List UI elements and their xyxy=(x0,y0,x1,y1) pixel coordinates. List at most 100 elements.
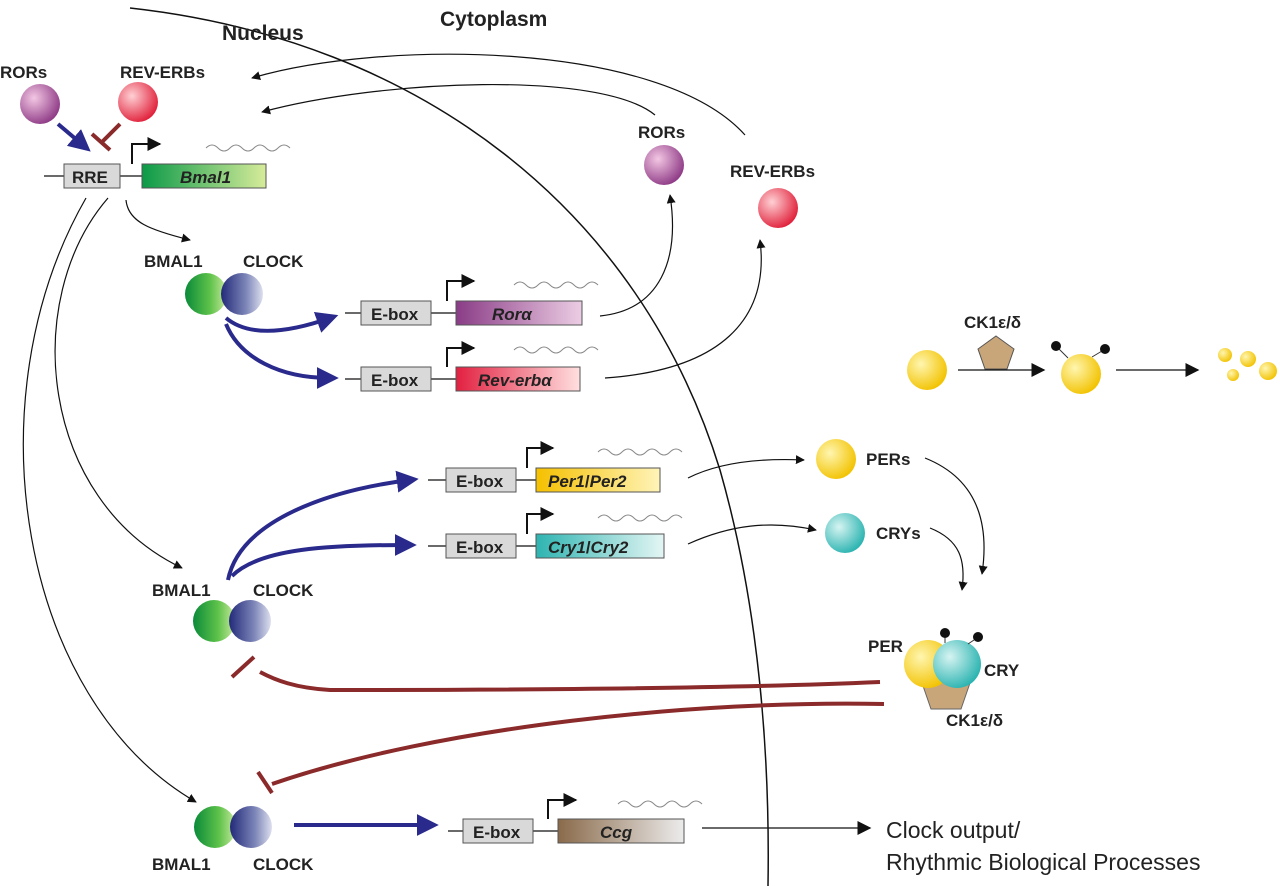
phospho-stick-1 xyxy=(1057,347,1069,359)
clock-c-label: CLOCK xyxy=(253,855,314,874)
clock-b-protein xyxy=(229,600,271,642)
complex-repression-line-2 xyxy=(271,701,885,786)
ebox-per-box xyxy=(445,467,517,493)
ccg-gene-box xyxy=(557,818,685,844)
reverbs-repression-bar xyxy=(90,122,122,152)
ebox-ccg-label: E-box xyxy=(473,823,521,842)
cry-complex-label: CRY xyxy=(984,661,1020,680)
ebox-ccg-box xyxy=(462,818,534,844)
bmal1-b-protein xyxy=(193,600,235,642)
bmal1-gene-box xyxy=(141,163,267,189)
cry-gene-box xyxy=(535,533,665,559)
ccg-gene-label: Ccg xyxy=(600,823,633,842)
bmal1-translation-arrow-2 xyxy=(54,197,183,569)
degraded-fragment-3 xyxy=(1227,369,1239,381)
activation-arrow-reverba xyxy=(224,323,339,389)
complex-repression-bar-2 xyxy=(256,770,274,795)
nuclear-membrane xyxy=(129,7,769,886)
reverbs-nucleus-protein xyxy=(118,82,158,122)
complex-phosphate-1 xyxy=(940,628,950,638)
bmal1-c-protein xyxy=(194,806,236,848)
reverbs-cytoplasm-protein xyxy=(758,188,798,228)
ebox-cry-label: E-box xyxy=(456,538,504,557)
complex-repression-line-1 xyxy=(259,670,881,693)
per-to-pers-arrow xyxy=(687,455,805,479)
bmal1-translation-arrow-3 xyxy=(22,197,197,803)
cry-to-crys-arrow xyxy=(687,523,817,545)
rors-cytoplasm-protein xyxy=(644,145,684,185)
bmal1-b-label: BMAL1 xyxy=(152,581,211,600)
rora-tss-arrow xyxy=(446,274,476,301)
reverba-gene-box xyxy=(455,366,581,392)
cry-gene-label: Cry1/Cry2 xyxy=(548,538,629,557)
nucleus-label: Nucleus xyxy=(222,22,304,45)
pers-to-complex-arrow xyxy=(924,457,988,575)
bmal1-mrna-wave xyxy=(205,144,291,152)
reverbs-nucleus-label: REV-ERBs xyxy=(120,63,205,82)
crys-label: CRYs xyxy=(876,524,921,543)
cry-mrna-wave xyxy=(597,514,683,522)
per-mrna-wave xyxy=(597,448,683,456)
activation-arrow-per xyxy=(226,470,419,581)
rora-to-rors-arrow xyxy=(599,194,676,317)
clock-output-line2: Rhythmic Biological Processes xyxy=(886,849,1200,875)
bmal1-c-label: BMAL1 xyxy=(152,855,211,874)
per-phosphorylated xyxy=(1061,354,1101,394)
bmal1-tss-arrow xyxy=(131,137,162,164)
complex-phospho-stick-2 xyxy=(967,639,975,645)
rora-gene-box xyxy=(455,300,583,326)
rora-mrna-wave xyxy=(513,281,599,289)
per-gene-box xyxy=(535,467,661,493)
per-complex-label: PER xyxy=(868,637,903,656)
crys-protein xyxy=(825,513,865,553)
bmal1-gene-label: Bmal1 xyxy=(180,168,231,187)
ccg-tss-arrow xyxy=(547,793,578,819)
reverba-tss-arrow xyxy=(446,341,476,367)
per-gene-label: Per1/Per2 xyxy=(548,472,627,491)
clock-a-label: CLOCK xyxy=(243,252,304,271)
ccg-mrna-wave xyxy=(617,800,703,808)
cytoplasm-label: Cytoplasm xyxy=(440,8,547,31)
rors-activation-arrow xyxy=(56,122,91,152)
degraded-fragment-1 xyxy=(1218,348,1232,362)
ebox-rora-box xyxy=(360,300,432,326)
per-unphosphorylated xyxy=(907,350,947,390)
degraded-fragment-2 xyxy=(1240,351,1256,367)
activation-arrow-rora xyxy=(224,311,339,333)
rors-nucleus-protein xyxy=(20,84,60,124)
ck1-top-kinase xyxy=(977,335,1015,370)
ebox-rora-label: E-box xyxy=(371,305,419,324)
per-tss-arrow xyxy=(526,441,555,468)
crys-to-complex-arrow xyxy=(929,527,968,591)
ebox-reverba-box xyxy=(360,366,432,392)
reverbs-cytoplasm-label: REV-ERBs xyxy=(730,162,815,181)
clock-a-protein xyxy=(221,273,263,315)
ck1-complex-label: CK1ε/δ xyxy=(946,711,1003,730)
bmal1-a-protein xyxy=(185,273,227,315)
cry-tss-arrow xyxy=(526,507,555,534)
rora-gene-label: Rorα xyxy=(492,305,533,324)
rors-nucleus-label: RORs xyxy=(0,63,47,82)
rre-element-box xyxy=(63,163,121,189)
reverbs-nuclear-import-arrow xyxy=(251,53,746,136)
ck1-top-label: CK1ε/δ xyxy=(964,313,1021,332)
pers-label: PERs xyxy=(866,450,910,469)
bmal1-a-label: BMAL1 xyxy=(144,252,203,271)
cry-complex-protein xyxy=(933,640,981,688)
rors-cytoplasm-label: RORs xyxy=(638,123,685,142)
phospho-stick-2 xyxy=(1091,350,1103,358)
complex-phosphate-2 xyxy=(973,632,983,642)
clock-output-line1: Clock output/ xyxy=(886,817,1021,843)
clock-b-label: CLOCK xyxy=(253,581,314,600)
reverba-mrna-wave xyxy=(513,346,599,354)
activation-arrow-cry xyxy=(230,534,417,578)
bmal1-translation-arrow-1 xyxy=(125,199,191,243)
degraded-fragment-4 xyxy=(1259,362,1277,380)
ebox-reverba-label: E-box xyxy=(371,371,419,390)
ebox-per-label: E-box xyxy=(456,472,504,491)
complex-repression-bar-1 xyxy=(230,655,256,679)
phosphate-1 xyxy=(1051,341,1061,351)
phosphate-2 xyxy=(1100,344,1110,354)
clock-c-protein xyxy=(230,806,272,848)
